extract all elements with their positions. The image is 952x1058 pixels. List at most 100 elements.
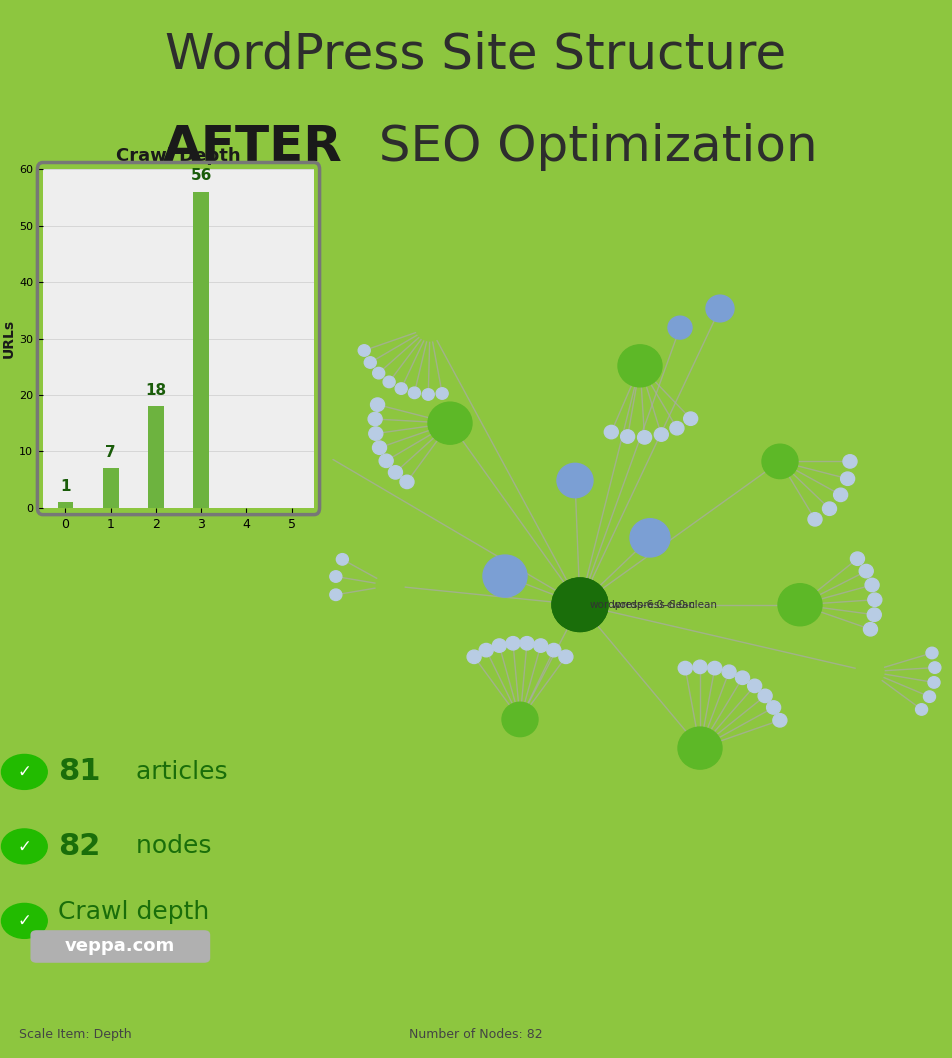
Circle shape bbox=[379, 454, 393, 468]
Circle shape bbox=[368, 413, 382, 425]
Circle shape bbox=[778, 584, 822, 625]
Title: Crawl Depth: Crawl Depth bbox=[116, 147, 241, 165]
Text: wordpress-6.0-clean: wordpress-6.0-clean bbox=[612, 600, 718, 609]
Circle shape bbox=[654, 427, 668, 441]
Circle shape bbox=[773, 714, 787, 727]
Circle shape bbox=[506, 637, 520, 650]
Circle shape bbox=[552, 578, 608, 632]
Circle shape bbox=[2, 904, 48, 938]
Circle shape bbox=[865, 579, 879, 591]
Circle shape bbox=[762, 444, 798, 478]
Circle shape bbox=[860, 564, 873, 578]
Circle shape bbox=[850, 552, 864, 565]
Circle shape bbox=[423, 388, 434, 400]
Circle shape bbox=[559, 650, 573, 663]
Circle shape bbox=[843, 455, 857, 468]
Circle shape bbox=[621, 430, 635, 443]
FancyBboxPatch shape bbox=[30, 930, 210, 963]
Text: veppa.com: veppa.com bbox=[65, 937, 175, 955]
Circle shape bbox=[706, 295, 734, 322]
Circle shape bbox=[370, 398, 385, 412]
Circle shape bbox=[841, 472, 855, 486]
Text: Number of Nodes: 82: Number of Nodes: 82 bbox=[409, 1027, 543, 1041]
Circle shape bbox=[336, 553, 348, 565]
Circle shape bbox=[670, 421, 684, 435]
Circle shape bbox=[257, 477, 269, 488]
Circle shape bbox=[693, 660, 707, 674]
Text: 18: 18 bbox=[146, 383, 167, 398]
Circle shape bbox=[492, 639, 506, 653]
Circle shape bbox=[2, 754, 48, 789]
Circle shape bbox=[834, 488, 847, 501]
Circle shape bbox=[520, 637, 534, 650]
Circle shape bbox=[678, 727, 722, 769]
Circle shape bbox=[483, 555, 527, 597]
Text: 7: 7 bbox=[106, 444, 116, 460]
Bar bbox=[193, 191, 209, 508]
Circle shape bbox=[502, 703, 538, 736]
Circle shape bbox=[557, 463, 593, 497]
Circle shape bbox=[376, 572, 404, 599]
Circle shape bbox=[479, 643, 493, 657]
Text: 56: 56 bbox=[190, 168, 211, 183]
Circle shape bbox=[823, 501, 837, 515]
Circle shape bbox=[684, 412, 698, 425]
Circle shape bbox=[249, 436, 262, 448]
Bar bbox=[57, 503, 73, 508]
Text: Scale Item: Depth: Scale Item: Depth bbox=[19, 1027, 131, 1041]
Circle shape bbox=[678, 661, 692, 675]
Circle shape bbox=[630, 518, 670, 557]
Circle shape bbox=[400, 475, 414, 489]
Circle shape bbox=[856, 658, 884, 685]
Circle shape bbox=[388, 466, 403, 479]
Circle shape bbox=[867, 608, 882, 621]
Circle shape bbox=[736, 671, 749, 685]
Circle shape bbox=[552, 578, 608, 632]
Circle shape bbox=[546, 643, 561, 657]
Circle shape bbox=[747, 679, 762, 693]
Circle shape bbox=[249, 450, 261, 461]
Circle shape bbox=[863, 622, 878, 636]
Circle shape bbox=[306, 438, 334, 466]
Circle shape bbox=[408, 387, 421, 399]
Text: 1: 1 bbox=[60, 478, 70, 494]
Text: nodes: nodes bbox=[128, 835, 211, 858]
Circle shape bbox=[416, 314, 444, 341]
Circle shape bbox=[766, 700, 781, 714]
Circle shape bbox=[365, 357, 376, 368]
Circle shape bbox=[395, 383, 407, 395]
Text: 82: 82 bbox=[58, 832, 100, 861]
Circle shape bbox=[638, 431, 651, 444]
Circle shape bbox=[618, 345, 662, 387]
Text: 81: 81 bbox=[58, 758, 100, 786]
Circle shape bbox=[707, 661, 722, 675]
Circle shape bbox=[928, 677, 940, 688]
Circle shape bbox=[428, 402, 472, 444]
Y-axis label: URLs: URLs bbox=[2, 320, 16, 358]
Circle shape bbox=[266, 488, 278, 499]
Circle shape bbox=[372, 367, 385, 379]
Text: articles: articles bbox=[128, 760, 228, 784]
Text: ✓: ✓ bbox=[17, 837, 31, 856]
Circle shape bbox=[923, 691, 936, 703]
Text: wordpress-6.0-clean: wordpress-6.0-clean bbox=[590, 600, 696, 609]
Circle shape bbox=[868, 594, 882, 606]
Text: ✓: ✓ bbox=[17, 912, 31, 930]
Circle shape bbox=[2, 829, 48, 863]
Text: Crawl depth: Crawl depth bbox=[58, 899, 209, 924]
Circle shape bbox=[467, 650, 481, 663]
Circle shape bbox=[758, 689, 772, 703]
Circle shape bbox=[368, 426, 383, 440]
Circle shape bbox=[926, 647, 938, 659]
Circle shape bbox=[372, 441, 387, 454]
Circle shape bbox=[358, 345, 370, 357]
Circle shape bbox=[254, 422, 266, 434]
Circle shape bbox=[329, 570, 342, 582]
Circle shape bbox=[916, 704, 927, 715]
Text: ✓: ✓ bbox=[17, 763, 31, 781]
Text: AFTER: AFTER bbox=[163, 123, 342, 170]
Circle shape bbox=[722, 665, 736, 678]
Text: WordPress Site Structure: WordPress Site Structure bbox=[166, 31, 786, 78]
Circle shape bbox=[534, 639, 547, 653]
Text: SEO Optimization: SEO Optimization bbox=[363, 123, 818, 170]
